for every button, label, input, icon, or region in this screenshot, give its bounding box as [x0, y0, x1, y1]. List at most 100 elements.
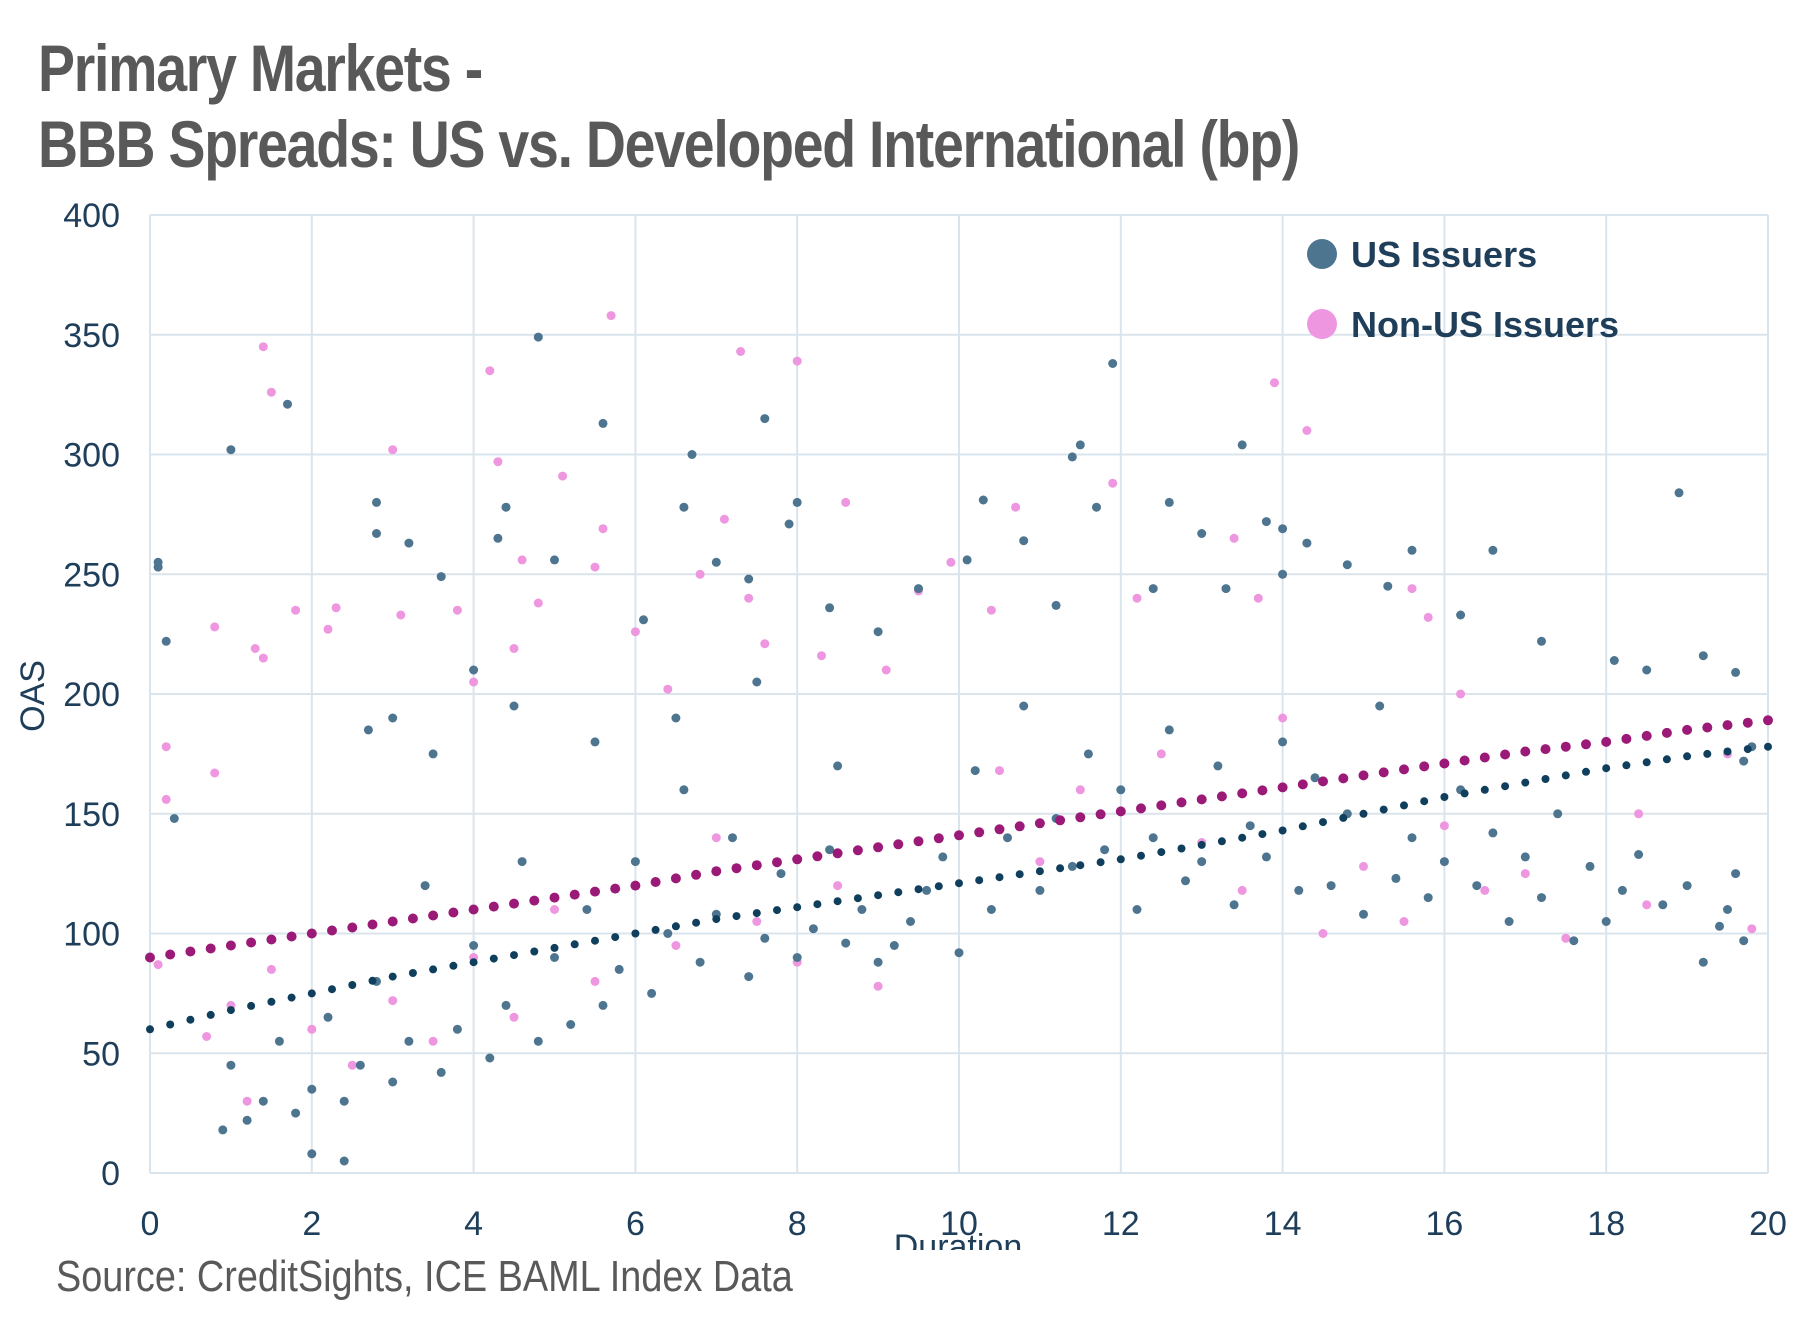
x-tick-label: 0	[141, 1205, 160, 1243]
us-trend-point	[1157, 848, 1166, 857]
x-tick-label: 20	[1749, 1205, 1787, 1243]
us-point	[469, 941, 479, 950]
us-point	[1302, 538, 1312, 548]
us-point	[1229, 900, 1239, 910]
us-trend-point	[1582, 767, 1590, 776]
us-point	[1342, 560, 1352, 570]
us-trend-point	[510, 951, 518, 960]
us-point	[1537, 636, 1546, 646]
us-point	[226, 1060, 236, 1070]
grid-lines	[149, 214, 1769, 1174]
us-trend-point	[1258, 830, 1267, 839]
us-point	[1278, 569, 1288, 579]
non-us-trend-point	[1641, 730, 1652, 741]
plot-area	[145, 311, 1773, 1166]
non-us-trend-point	[488, 901, 499, 912]
non-us-trend-point	[1196, 794, 1207, 805]
non-us-point	[533, 598, 543, 608]
us-trend-point	[247, 1001, 256, 1010]
us-point	[550, 555, 559, 565]
us-point	[1601, 917, 1611, 926]
non-us-trend-point	[751, 860, 762, 871]
non-us-point	[719, 514, 729, 524]
us-point	[598, 1000, 608, 1010]
us-point	[906, 917, 915, 926]
us-trend-point	[146, 1025, 154, 1034]
non-us-point	[606, 311, 616, 321]
y-tick-label: 200	[63, 676, 120, 714]
us-point	[1537, 893, 1546, 903]
non-us-trend-point	[1581, 739, 1591, 750]
non-us-point	[946, 557, 956, 567]
us-point	[428, 749, 438, 759]
non-us-trend-point	[1176, 797, 1187, 808]
non-us-trend-point	[1014, 821, 1025, 832]
y-axis-label: OAS	[14, 660, 52, 732]
us-point	[1383, 581, 1393, 591]
us-point	[873, 957, 883, 967]
us-point	[970, 766, 980, 776]
us-trend-point	[489, 954, 498, 963]
us-point	[1423, 893, 1433, 903]
non-us-point	[598, 524, 608, 534]
us-point	[420, 881, 430, 891]
us-trend-point	[1764, 742, 1772, 751]
us-point	[825, 845, 835, 855]
us-trend-point	[934, 882, 943, 891]
non-us-point	[1108, 478, 1118, 488]
non-us-point	[1270, 378, 1279, 388]
us-point	[938, 852, 948, 862]
non-us-point	[1561, 933, 1571, 943]
us-point	[226, 445, 236, 455]
us-point	[291, 1108, 301, 1118]
us-point	[784, 519, 794, 529]
y-tick-label: 0	[101, 1155, 120, 1193]
us-point	[1221, 584, 1231, 594]
non-us-point	[266, 387, 276, 397]
non-us-trend-point	[1034, 818, 1045, 829]
non-us-point	[396, 610, 406, 620]
non-us-trend-point	[468, 904, 479, 915]
us-point	[323, 1012, 333, 1022]
non-us-trend-point	[1055, 815, 1066, 826]
us-trend-point	[1278, 826, 1287, 835]
us-point	[485, 1053, 495, 1063]
us-point	[1261, 852, 1271, 862]
us-trend-point	[1420, 797, 1429, 806]
us-point	[978, 495, 988, 505]
us-point	[153, 557, 163, 567]
us-point	[752, 677, 762, 687]
non-us-point	[210, 622, 220, 632]
us-trend-point	[1561, 771, 1570, 780]
non-us-point	[428, 1036, 438, 1046]
non-us-point	[469, 677, 479, 687]
non-us-trend-point	[448, 907, 459, 918]
non-us-point	[1399, 917, 1409, 926]
non-us-point	[1011, 502, 1021, 512]
non-us-point	[881, 665, 891, 675]
legend-label-us: US Issuers	[1351, 234, 1537, 275]
non-us-trend-point	[691, 869, 702, 880]
non-us-point	[1642, 900, 1652, 910]
us-trend-point	[955, 879, 963, 888]
us-point	[388, 713, 398, 723]
non-us-trend-point	[569, 889, 580, 900]
non-us-trend-point	[711, 866, 722, 877]
us-point	[388, 1077, 398, 1087]
legend-marker-non-us	[1307, 309, 1337, 339]
us-point	[954, 948, 964, 958]
y-tick-label: 350	[63, 317, 120, 355]
us-point	[1051, 600, 1061, 610]
us-trend-point	[591, 936, 599, 945]
non-us-point	[331, 603, 341, 613]
us-point	[339, 1156, 349, 1166]
us-point	[744, 972, 754, 982]
us-trend-point	[1662, 755, 1671, 764]
us-point	[833, 761, 843, 771]
us-point	[436, 572, 446, 582]
us-point	[808, 924, 818, 934]
non-us-trend-point	[286, 931, 297, 942]
us-point	[1715, 921, 1724, 931]
us-point	[914, 584, 923, 594]
us-point	[1278, 524, 1288, 534]
